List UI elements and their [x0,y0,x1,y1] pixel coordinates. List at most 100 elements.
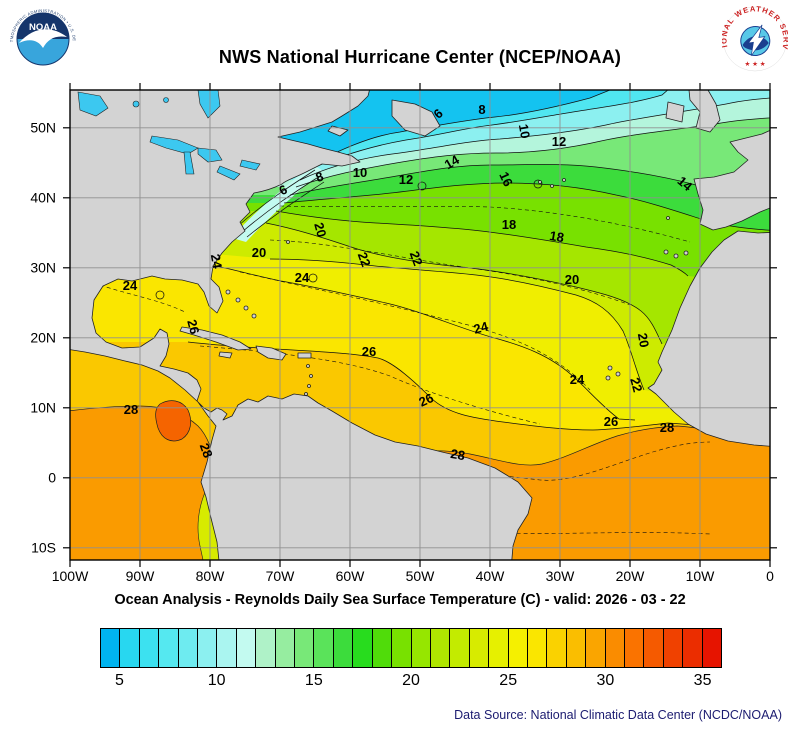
africa [647,230,770,447]
lat-label: 10S [31,539,56,556]
lon-label: 80W [195,568,225,584]
contour-value-label: 24 [570,372,585,387]
hudson-bay [77,91,109,117]
colorbar-cell [353,629,373,667]
contour-value-label: 24 [295,270,310,285]
longitude-axis: 100W 90W 80W 70W 60W 50W 40W 30W 20W 10W 0 [52,566,774,586]
lon-label: 70W [265,568,295,584]
contour-value-label: 28 [449,446,466,463]
lat-label: 30N [30,259,56,276]
colorbar-cell [566,629,587,667]
colorbar-cell [586,629,606,667]
contour-value-label: 20 [252,245,266,260]
axis-ticks [63,83,777,567]
colorbar-cell [430,629,451,667]
colorbar-cell [295,629,315,667]
contour-value-label: 12 [399,172,413,187]
colorbar-cell [314,629,334,667]
contour-value-label: 22 [407,249,426,268]
hispaniola [255,345,287,361]
contour-lines [155,90,770,431]
lon-label: 100W [51,568,89,584]
colorbar-tick: 20 [402,672,420,689]
lat-label: 20N [30,329,56,346]
contour-value-label: 18 [502,217,516,232]
colorbar-cell [372,629,393,667]
anticosti [327,125,349,137]
lat-label: 10N [30,399,56,416]
lon-label: 20W [615,568,645,584]
nws-logo: NATIONAL WEATHER SERVICE ★ ★ ★ [722,6,788,72]
contour-value-label: 28 [124,402,138,417]
colorbar-cell [469,629,490,667]
contour-value-label: 22 [355,250,374,269]
lakes [77,90,261,181]
contour-value-label: 8 [313,168,325,185]
colorbar-tick: 15 [304,672,323,689]
lat-label: 0 [48,469,56,486]
contour-value-label: 28 [660,420,674,435]
nws-stars: ★ ★ ★ [744,60,765,68]
puerto-rico [297,352,312,359]
data-source: Data Source: National Climatic Data Cent… [454,708,782,722]
colorbar-cell [178,629,199,667]
jamaica [218,351,233,359]
contour-value-label: 24 [208,253,225,271]
contour-value-label: 28 [197,441,216,460]
noaa-bird-icon [19,29,67,48]
lon-label: 90W [125,568,155,584]
newfoundland [391,99,441,137]
colorbar-tick: 30 [596,672,615,689]
colorbar-tick: 5 [114,672,124,689]
colorbar-cell [644,629,664,667]
colorbar-cell [508,629,528,667]
contour-value-label: 26 [362,344,376,359]
noaa-wordmark: NOAA [29,22,57,33]
colorbar-cell [624,629,645,667]
colorbar-cell [256,629,276,667]
page-title: NWS National Hurricane Center (NCEP/NOAA… [218,47,622,67]
colorbar-cell [702,629,721,667]
cold-shelf-strip [232,164,322,242]
nws-globe-icon [740,24,771,56]
colorbar-cell [683,629,703,667]
james-bay [197,90,221,119]
lon-label: 50W [405,568,435,584]
contour-value-label: 20 [635,332,652,349]
americas [70,90,533,560]
contour-value-label: 18 [548,228,565,245]
colorbar-cell [605,629,625,667]
lake-michigan [183,151,195,175]
lake-erie [216,165,241,181]
lat-label: 40N [30,189,56,206]
colorbar-tick: 10 [207,672,226,689]
contour-value-label: 26 [604,414,618,429]
colorbar-cell [275,629,296,667]
latitude-axis: 50N 40N 30N 20N 10N 0 10S [0,90,60,560]
lon-label: 60W [335,568,365,584]
contour-value-label: 10 [353,165,367,180]
land-masses [70,90,770,560]
colorbar-cell [411,629,431,667]
contour-value-label: 20 [311,221,329,239]
colorbar-cell [139,629,160,667]
contour-value-label: 16 [496,169,516,188]
britain [688,90,721,133]
contour-value-label: 22 [627,376,645,394]
grid-lines [70,90,770,560]
colorbar-tick: 25 [499,672,518,689]
colorbar-cell [450,629,470,667]
colorbar-cell [527,629,548,667]
lon-label: 0 [766,568,774,584]
map-caption: Ocean Analysis - Reynolds Daily Sea Surf… [114,592,686,608]
colorbar-cell [198,629,218,667]
colorbar-cell [333,629,354,667]
colorbar-cell [489,629,509,667]
colorbar-cell [392,629,412,667]
lon-label: 40W [475,568,505,584]
contour-value-label: 20 [565,272,579,287]
colorbar-cell [547,629,567,667]
